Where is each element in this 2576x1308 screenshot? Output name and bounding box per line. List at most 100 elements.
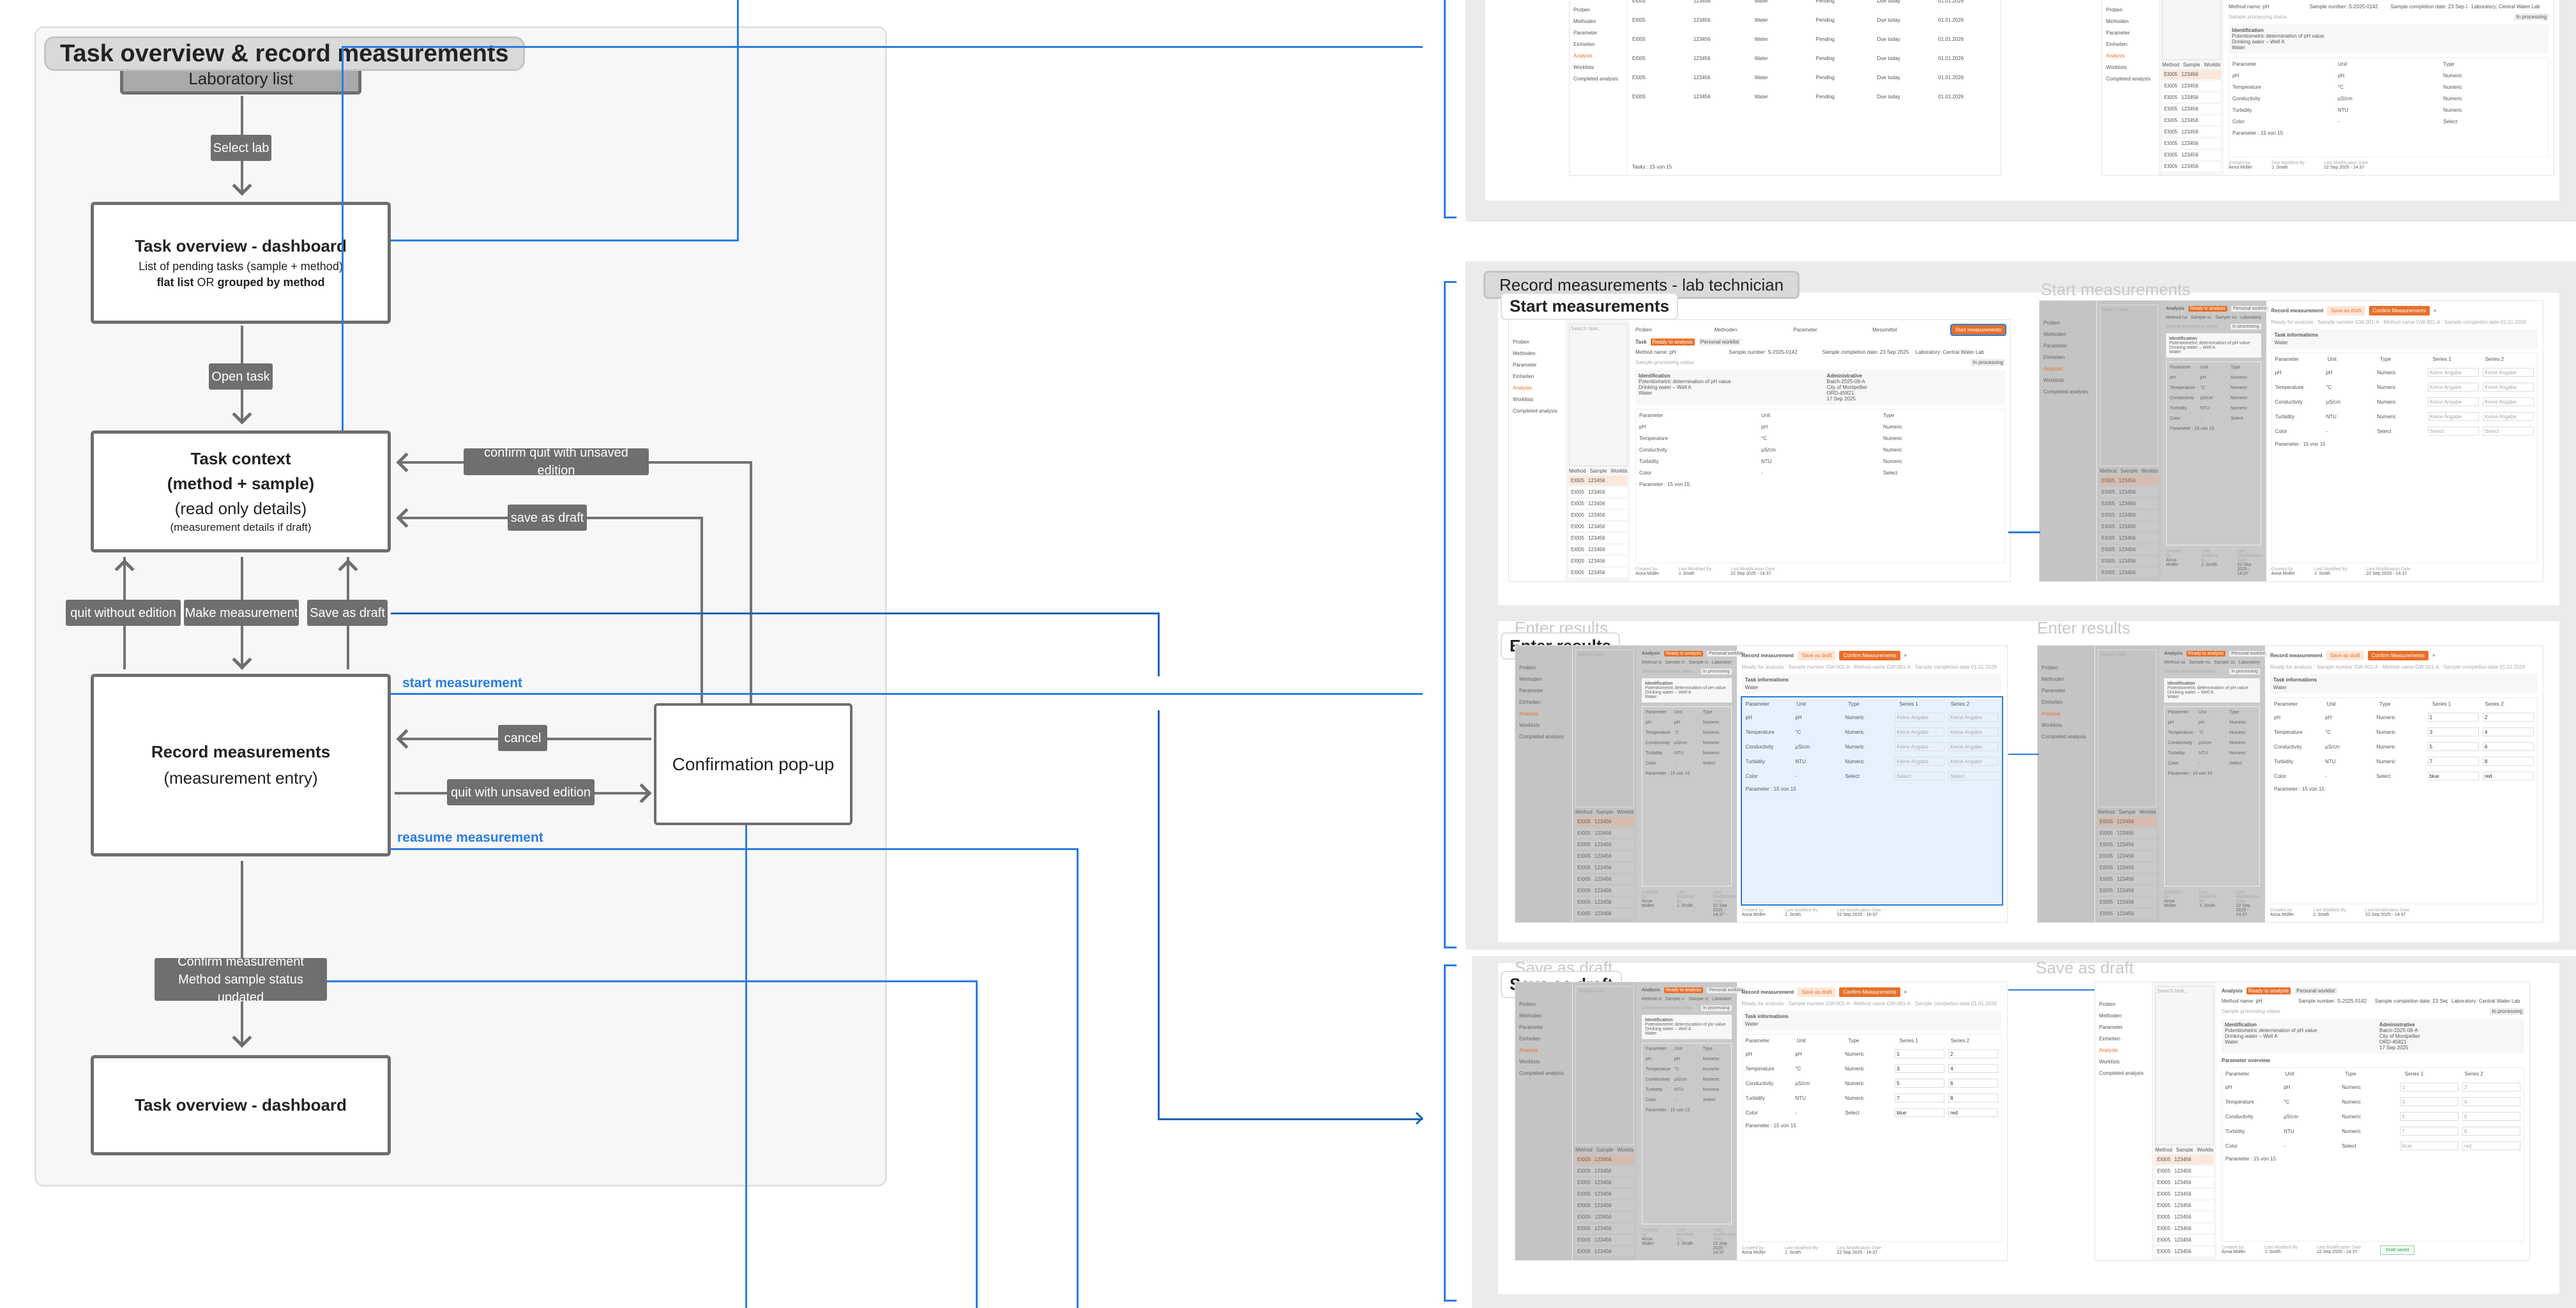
task-row[interactable]: EI005 123456 (2100, 510, 2158, 520)
task-row[interactable]: EI005 123456 (1575, 1201, 1634, 1210)
task-row[interactable]: EI005 123456 (2155, 1166, 2214, 1176)
measurement-input[interactable]: 1 (2400, 1083, 2459, 1091)
task-row[interactable]: EI005 123456 (2100, 556, 2158, 566)
table-row[interactable]: EI005 123456 Water Pending Due today 01.01.20… (1632, 50, 1996, 66)
sidebar-item[interactable]: Completed analysis (1573, 76, 1618, 82)
sidebar-item[interactable]: Worklists (1519, 722, 1540, 728)
save-draft-button[interactable]: Save as draft (1798, 987, 1836, 997)
sidebar-item[interactable]: Worklists (2043, 377, 2065, 383)
search-input[interactable]: Search task... (2100, 305, 2158, 466)
measurement-input[interactable]: 7 (2400, 1127, 2459, 1136)
sidebar-item[interactable]: Parameter (2043, 343, 2068, 349)
confirm-button[interactable]: Confirm Measurements (1839, 987, 1900, 997)
sidebar-item[interactable]: Analysis (1519, 1047, 1538, 1053)
save-draft-button[interactable]: Save as draft (1798, 651, 1836, 660)
task-row[interactable]: EI005 123456 (2162, 81, 2221, 91)
task-row[interactable]: EI005 123456 (2155, 1201, 2214, 1210)
sidebar-item[interactable]: Methoden (2042, 676, 2065, 682)
measurement-input[interactable]: 3 (2400, 1097, 2459, 1106)
task-row[interactable]: EI005 123456 (2100, 522, 2158, 531)
measurement-input[interactable]: blue (1895, 1108, 1945, 1117)
task-row[interactable]: EI005 123456 (1569, 510, 1628, 520)
search-input[interactable]: Search task... (1575, 986, 1634, 1145)
task-row[interactable]: EI005 123456 (1575, 909, 1634, 918)
table-row[interactable]: EI005 123456 Water Pending Due today 01.01.20… (1632, 31, 1996, 47)
task-row[interactable]: EI005 123456 (1575, 1212, 1634, 1222)
sidebar-item[interactable]: Einheiten (1513, 374, 1534, 379)
measurement-input[interactable]: Select (1948, 772, 1999, 780)
task-row[interactable]: EI005 123456 (2155, 1247, 2214, 1256)
sidebar-item[interactable]: Methoden (2099, 1013, 2122, 1019)
search-input[interactable]: Search task... (2098, 650, 2156, 807)
measurement-input[interactable]: Keine Angabe (1895, 742, 1945, 751)
task-row[interactable]: EI005 123456 (2162, 162, 2221, 171)
measurement-input[interactable]: Keine Angabe (2428, 383, 2480, 392)
measurement-input[interactable]: Keine Angabe (2483, 383, 2534, 392)
confirmation-popup-node[interactable]: Confirmation pop-up (654, 703, 852, 825)
sidebar-item[interactable]: Methoden (1513, 351, 1536, 356)
task-row[interactable]: EI005 123456 (2162, 116, 2221, 125)
search-input[interactable]: Search task... (1575, 650, 1634, 807)
task-row[interactable]: EI005 123456 (2098, 851, 2156, 861)
sidebar-item[interactable]: Analysis (1573, 53, 1593, 59)
task-row[interactable]: EI005 123456 (2098, 828, 2156, 838)
measurement-input[interactable]: 2 (1948, 1049, 1999, 1058)
tab[interactable]: Parameter (1793, 327, 1817, 333)
task-row[interactable]: EI005 123456 (1575, 897, 1634, 907)
sidebar-item[interactable]: Completed analysis (1513, 408, 1557, 414)
task-row[interactable]: EI005 123456 (2155, 1155, 2214, 1164)
measurement-input[interactable]: 3 (1895, 1064, 1945, 1073)
sidebar-item[interactable]: Worklists (1573, 65, 1595, 70)
measurement-input[interactable]: Keine Angabe (2428, 397, 2480, 406)
task-row[interactable]: EI005 123456 (2098, 874, 2156, 884)
measurement-input[interactable]: 4 (2482, 727, 2534, 736)
measurement-input[interactable]: red (2462, 1141, 2521, 1150)
task-row[interactable]: EI005 123456 (1575, 863, 1634, 872)
task-row[interactable]: EI005 123456 (2098, 840, 2156, 849)
sidebar-item[interactable]: Methoden (1519, 676, 1542, 682)
table-row[interactable]: EI005 123456 Water Pending Due today 01.01.20… (1632, 70, 1996, 85)
task-row[interactable]: EI005 123456 (2098, 817, 2156, 826)
sidebar-item[interactable]: Proben (1513, 339, 1529, 345)
sidebar-item[interactable]: Einheiten (1519, 1036, 1541, 1042)
measurement-input[interactable]: Keine Angabe (1948, 727, 1999, 736)
task-row[interactable]: EI005 123456 (2100, 545, 2158, 554)
task-row[interactable]: EI005 123456 (1575, 1224, 1634, 1233)
measurement-input[interactable]: 4 (1948, 1064, 1999, 1073)
task-row[interactable]: EI005 123456 (2155, 1212, 2214, 1222)
task-row[interactable]: EI005 123456 (2155, 1235, 2214, 1245)
sidebar-item[interactable]: Analysis (1513, 385, 1532, 391)
search-input[interactable]: Search task... (2155, 986, 2214, 1145)
measurement-input[interactable]: red (1948, 1108, 1999, 1117)
reasume-measurement-link[interactable]: reasume measurement (397, 830, 543, 845)
tab[interactable]: Proben (1635, 327, 1652, 333)
task-row[interactable]: EI005 123456 (1575, 817, 1634, 826)
measurement-input[interactable]: 3 (2427, 727, 2479, 736)
measurement-input[interactable]: blue (2400, 1141, 2459, 1150)
task-row[interactable]: EI005 123456 (1569, 556, 1628, 566)
measurement-input[interactable]: red (2482, 772, 2534, 780)
final-dashboard-node[interactable]: Task overview - dashboard (91, 1055, 391, 1155)
sidebar-item[interactable]: Proben (2043, 320, 2060, 326)
sidebar-item[interactable]: Methoden (2106, 19, 2129, 24)
sidebar-item[interactable]: Analysis (2106, 53, 2125, 59)
measurement-input[interactable]: Keine Angabe (1948, 713, 1999, 722)
task-row[interactable]: EI005 123456 (1575, 1166, 1634, 1176)
sidebar-item[interactable]: Worklists (1513, 397, 1534, 402)
measurement-input[interactable]: 8 (2462, 1127, 2521, 1136)
measurement-input[interactable]: 2 (2482, 713, 2534, 722)
measurement-input[interactable]: 1 (1895, 1049, 1945, 1058)
confirm-button[interactable]: Confirm Measurements (2368, 306, 2430, 316)
measurement-input[interactable]: 1 (2427, 713, 2479, 722)
measurement-input[interactable]: 5 (1895, 1079, 1945, 1088)
search-input[interactable]: Search task... (1569, 324, 1628, 466)
task-row[interactable]: EI005 123456 (2162, 127, 2221, 137)
task-row[interactable]: EI005 123456 (2162, 70, 2221, 79)
sidebar-item[interactable]: Einheiten (1573, 42, 1595, 47)
close-icon[interactable]: × (1904, 653, 1907, 658)
measurement-input[interactable]: Keine Angabe (1948, 757, 1999, 766)
confirm-button[interactable]: Confirm Measurements (2367, 651, 2429, 660)
task-row[interactable]: EI005 123456 (1569, 522, 1628, 531)
record-measurements-node[interactable]: Record measurements (measurement entry) (91, 674, 391, 856)
tab[interactable]: Messmittel (1872, 327, 1897, 333)
